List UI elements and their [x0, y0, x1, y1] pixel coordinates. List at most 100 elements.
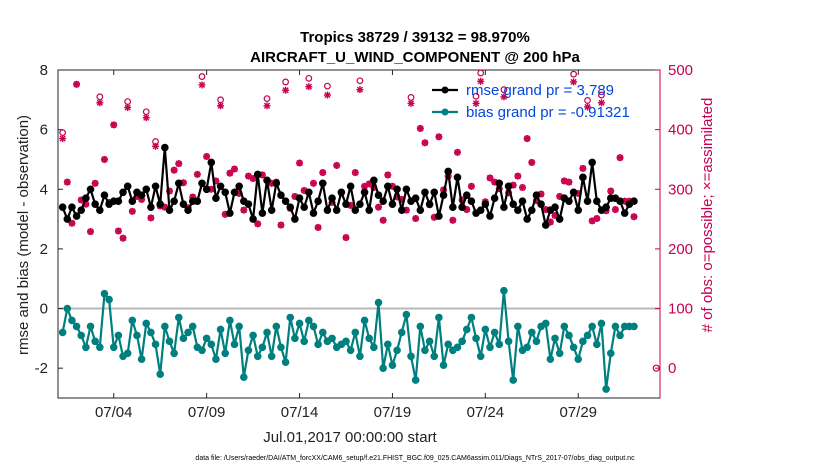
rmse-point	[402, 185, 411, 194]
y-left-tick-label: 4	[40, 181, 48, 198]
assimilated-marker-stroke	[115, 227, 122, 235]
assimilated-marker-stroke	[491, 179, 498, 186]
assimilated-obs-marker	[314, 223, 322, 231]
assimilated-obs-marker	[91, 179, 99, 187]
bias-point	[281, 358, 290, 367]
assimilated-marker-stroke	[565, 179, 573, 186]
rmse-point	[425, 200, 434, 208]
rmse-point	[286, 203, 295, 211]
bias-point	[467, 313, 476, 322]
bias-point	[509, 376, 518, 384]
bias-point	[504, 337, 513, 346]
possible-obs-marker-extra	[652, 364, 660, 372]
assimilated-obs-marker	[319, 169, 327, 177]
rmse-point	[430, 188, 439, 197]
assimilated-marker-stroke	[556, 193, 563, 200]
bias-point	[402, 310, 411, 319]
bias-point	[170, 349, 178, 358]
x-tick-label: 07/04	[95, 404, 133, 421]
bias-point	[495, 340, 504, 349]
assimilated-marker-stroke	[263, 102, 271, 109]
bias-point	[328, 334, 336, 343]
bias-point	[555, 349, 564, 358]
assimilated-obs-marker	[616, 154, 624, 162]
rmse-point	[490, 194, 499, 203]
bias-point	[365, 334, 374, 343]
bias-line	[61, 289, 634, 391]
assimilated-marker-stroke	[324, 91, 331, 99]
assimilated-obs-marker	[119, 234, 127, 242]
bias-point	[82, 343, 90, 352]
assimilated-marker-stroke	[245, 173, 252, 180]
bias-point	[588, 322, 596, 331]
assimilated-marker-stroke	[171, 167, 178, 174]
bias-point	[370, 343, 378, 352]
rmse-point	[579, 173, 587, 182]
assimilated-marker-stroke	[570, 78, 577, 86]
assimilated-obs-marker	[523, 135, 531, 143]
assimilated-obs-marker	[449, 216, 457, 224]
assimilated-marker-stroke	[375, 204, 382, 211]
bias-point	[490, 328, 499, 337]
bias-point	[156, 370, 164, 378]
rmse-point	[151, 182, 160, 191]
bias-point	[342, 337, 350, 346]
legend-label: bias grand pr = -0.91321	[466, 104, 630, 121]
assimilated-obs-marker	[282, 86, 290, 94]
bias-point	[165, 337, 174, 346]
y-left-tick-label: 0	[40, 301, 48, 318]
bias-point	[249, 331, 257, 340]
assimilated-marker-stroke	[203, 153, 210, 160]
assimilated-obs-marker	[384, 171, 392, 179]
assimilated-obs-marker	[565, 178, 573, 186]
possible-obs-marker	[584, 97, 591, 104]
assimilated-obs-marker	[309, 179, 317, 187]
rmse-point	[161, 143, 169, 152]
assimilated-marker-stroke	[217, 102, 224, 109]
rmse-point	[495, 179, 504, 188]
bias-point	[86, 322, 95, 331]
assimilated-marker-stroke	[282, 87, 289, 94]
rmse-point	[258, 209, 267, 217]
rmse-point	[295, 194, 304, 203]
assimilated-marker-stroke	[143, 114, 150, 121]
assimilated-obs-marker	[198, 81, 206, 89]
rmse-point	[281, 197, 290, 205]
bias-point	[383, 340, 392, 349]
assimilated-marker-stroke	[477, 78, 484, 85]
bias-point	[579, 337, 587, 346]
assimilated-marker-stroke	[73, 81, 80, 88]
rmse-point	[119, 188, 127, 197]
possible-obs-marker	[305, 74, 313, 82]
bias-point	[100, 289, 109, 298]
rmse-point	[411, 194, 420, 203]
assimilated-obs-marker	[486, 174, 494, 182]
rmse-point	[221, 188, 230, 197]
x-tick-label: 07/19	[374, 404, 412, 421]
assimilated-obs-marker	[110, 121, 118, 129]
rmse-point	[588, 158, 596, 167]
assimilated-marker-stroke	[296, 159, 303, 167]
bias-point	[481, 325, 490, 334]
bias-point	[397, 328, 406, 337]
possible-obs-marker	[500, 86, 508, 94]
assimilated-obs-marker	[500, 93, 508, 101]
assimilated-obs-marker	[203, 152, 211, 160]
assimilated-marker-stroke	[194, 171, 201, 178]
assimilated-marker-stroke	[524, 135, 531, 142]
bias-point	[300, 337, 308, 346]
assimilated-marker-stroke	[319, 169, 326, 176]
assimilated-marker-stroke	[468, 183, 475, 190]
bias-point	[267, 352, 276, 361]
bias-point	[597, 319, 606, 328]
assimilated-marker-stroke	[59, 135, 66, 142]
assimilated-obs-marker	[379, 216, 387, 224]
assimilated-obs-marker	[519, 183, 527, 191]
assimilated-obs-marker	[323, 91, 331, 99]
rmse-point	[58, 203, 67, 211]
rmse-point	[462, 191, 471, 200]
possible-obs-marker	[477, 69, 485, 77]
bias-point	[174, 313, 183, 322]
assimilated-obs-marker	[477, 77, 485, 85]
bias-point	[374, 298, 383, 307]
